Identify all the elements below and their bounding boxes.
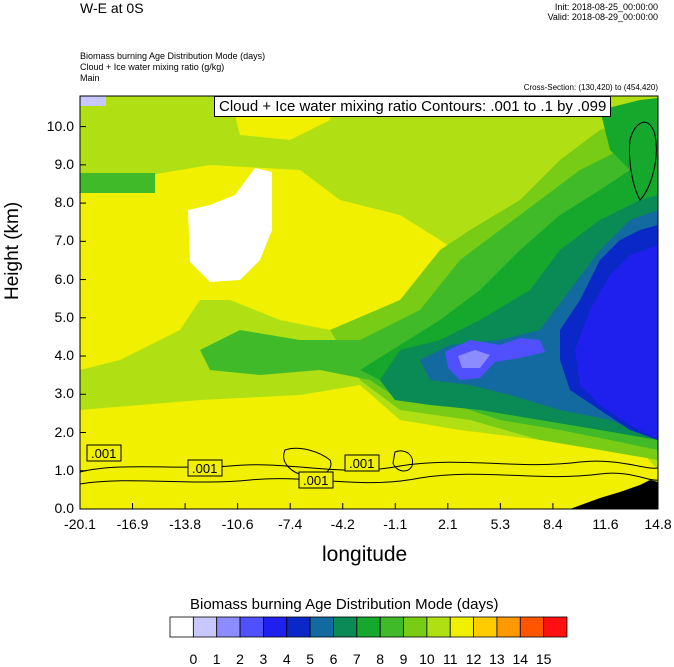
colorbar-label: 9 (399, 651, 408, 667)
y-tick-label: 7.0 (54, 232, 74, 249)
contour-label-value: .001 (303, 473, 329, 488)
field-name-main: Main (80, 73, 100, 83)
x-tick-label: 11.6 (592, 516, 619, 532)
y-tick-label: 2.0 (54, 423, 74, 440)
contour-label-value: .001 (91, 446, 117, 461)
colorbar-swatch (426, 616, 451, 638)
y-tick-label: 3.0 (54, 385, 74, 402)
x-axis-label: longitude (322, 543, 408, 566)
colorbar-swatch (286, 616, 311, 638)
y-tick-label: 5.0 (54, 308, 74, 325)
terrain (570, 480, 658, 509)
colorbar-label: 1 (212, 651, 221, 667)
y-tick-marks (80, 126, 86, 510)
x-tick-label: -20.1 (64, 516, 96, 532)
valid-time: Valid: 2018-08-29_00:00:00 (547, 12, 658, 22)
colorbar-label: 0 (189, 651, 198, 667)
y-axis-label: Height (km) (2, 201, 23, 300)
colorbar (169, 616, 568, 638)
colorbar-label: 8 (376, 651, 385, 667)
colorbar-swatch (449, 616, 474, 638)
colorbar-swatch (543, 616, 568, 638)
y-tick-label: 8.0 (54, 194, 74, 211)
colorbar-swatch (192, 616, 218, 638)
colorbar-label: 3 (259, 651, 268, 667)
colorbar-label: 15 (535, 651, 552, 667)
colorbar-label: 7 (352, 651, 361, 667)
colorbar-swatch (496, 616, 521, 638)
x-tick-label: -7.4 (278, 516, 303, 532)
band-age-8 (600, 98, 658, 170)
y-tick-label: 4.0 (54, 347, 74, 364)
contour-info-label: Cloud + Ice water mixing ratio Contours:… (214, 96, 612, 117)
colorbar-swatch (169, 616, 194, 638)
colorbar-swatch (216, 616, 241, 638)
x-tick-label: 14.8 (644, 516, 672, 532)
y-tick-label: 10.0 (46, 117, 74, 134)
y-tick-label: 6.0 (54, 270, 74, 287)
colorbar-swatch (473, 616, 498, 638)
band-age-0 (188, 168, 272, 282)
x-tick-label: 8.4 (543, 516, 563, 532)
colorbar-swatch (309, 616, 334, 638)
colorbar-title: Biomass burning Age Distribution Mode (d… (190, 596, 499, 613)
x-tick-label: -16.9 (116, 516, 149, 532)
colorbar-swatch (263, 616, 288, 638)
x-tick-label: -1.1 (383, 516, 408, 532)
field-name-cloud: Cloud + Ice water mixing ratio (g/kg) (80, 62, 225, 72)
y-tick-label: 1.0 (54, 461, 74, 478)
plot-title: W-E at 0S (80, 0, 144, 16)
contour-value-labels (86, 444, 380, 489)
band-age-2 (458, 350, 490, 368)
colorbar-label: 12 (465, 651, 482, 667)
x-tick-label: -10.6 (221, 516, 254, 532)
init-time: Init: 2018-08-25_00:00:00 (554, 2, 658, 12)
x-tick-marks (79, 503, 659, 509)
colorbar-label: 14 (512, 651, 529, 667)
y-tick-label: 0.0 (54, 500, 74, 516)
heatmap-field (80, 96, 658, 509)
x-tick-label: -13.8 (169, 516, 202, 532)
colorbar-swatch (379, 616, 404, 638)
band-age-4 (575, 245, 658, 440)
colorbar-label: 4 (282, 651, 291, 667)
colorbar-swatch (333, 616, 358, 638)
band-age-12 (80, 385, 658, 509)
colorbar-label: 6 (329, 651, 338, 667)
x-tick-label: -4.2 (330, 516, 355, 532)
colorbar-swatch (356, 616, 381, 638)
colorbar-label: 5 (306, 651, 314, 667)
colorbar-swatch (519, 616, 545, 638)
colorbar-label: 13 (489, 651, 505, 667)
band-age-3 (445, 338, 545, 380)
colorbar-label: 2 (236, 651, 244, 667)
band-age-9 (80, 173, 155, 193)
x-tick-label: 5.3 (490, 516, 511, 532)
cross-section-label: Cross-Section: (130,420) to (454,420) (523, 83, 658, 92)
x-tick-label: 2.1 (438, 516, 458, 532)
colorbar-label: 11 (442, 651, 458, 667)
colorbar-label: 10 (419, 651, 435, 667)
field-name-age: Biomass burning Age Distribution Mode (d… (80, 51, 266, 61)
contour-label-value: .001 (192, 461, 218, 476)
band-age-1 (80, 96, 106, 106)
y-tick-label: 9.0 (54, 155, 74, 172)
contour-label-value: .001 (349, 456, 375, 471)
colorbar-swatch (403, 616, 428, 638)
contour-lines (80, 122, 658, 485)
colorbar-swatch (239, 616, 264, 638)
